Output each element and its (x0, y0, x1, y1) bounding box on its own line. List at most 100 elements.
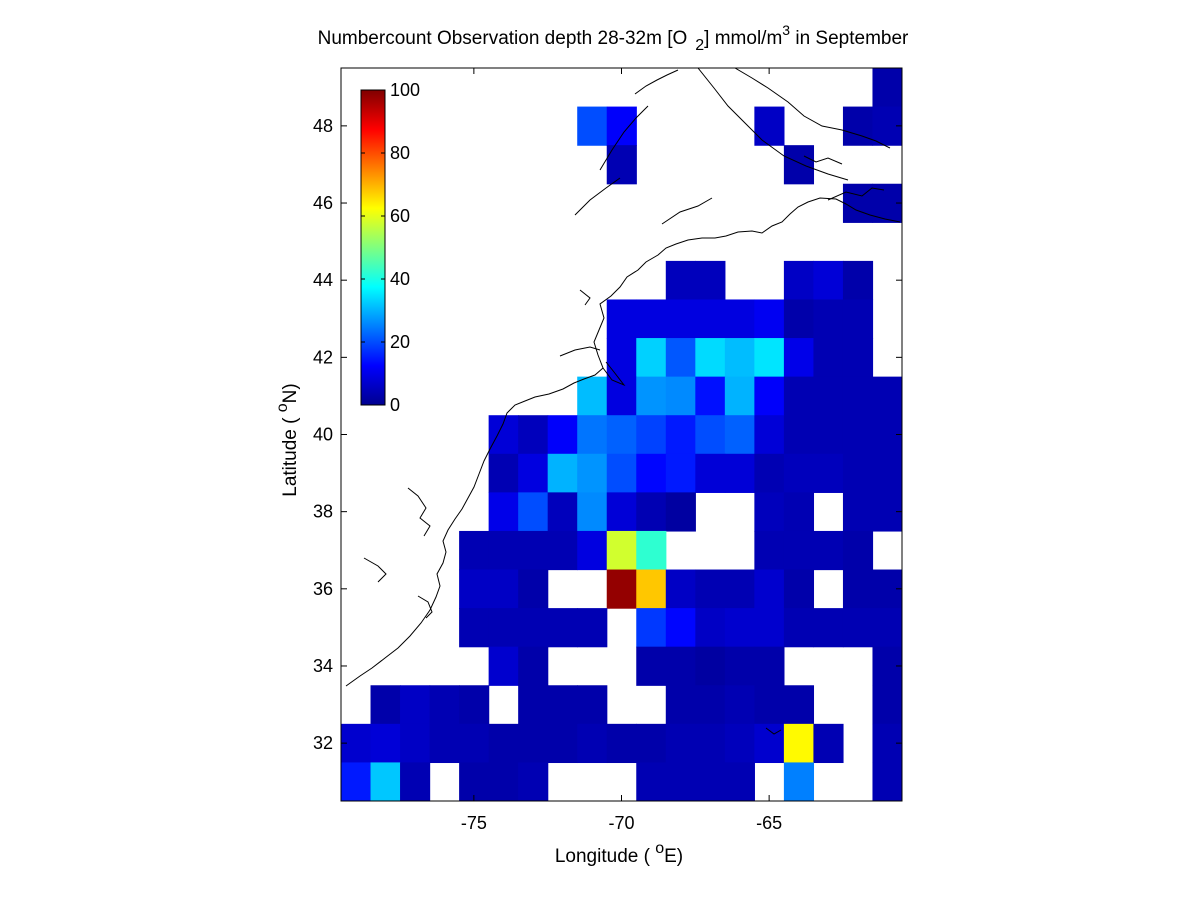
heatmap-cell (695, 415, 726, 455)
heatmap-cell (636, 762, 667, 801)
heatmap-cell (783, 338, 815, 378)
heatmap-cell (665, 299, 696, 339)
heatmap-cell (842, 492, 874, 532)
heatmap-cell (488, 608, 519, 648)
colorbar-tick-label: 80 (390, 143, 410, 163)
heatmap-cell (636, 453, 667, 493)
heatmap-cell (813, 260, 844, 301)
heatmap-cell (842, 569, 874, 609)
heatmap-cell (606, 723, 637, 764)
heatmap-cell (754, 299, 785, 339)
heatmap-cell (754, 338, 785, 378)
heatmap-cell (754, 492, 785, 532)
colorbar-tick-label: 20 (390, 332, 410, 352)
heatmap-cell (665, 569, 696, 609)
heatmap-cell (606, 145, 637, 185)
heatmap-cell (783, 608, 815, 648)
heatmap-cell (577, 685, 608, 725)
heatmap-cell (724, 685, 755, 725)
heatmap-cell (695, 376, 726, 416)
heatmap-cell (665, 415, 696, 455)
heatmap-cell (370, 685, 401, 725)
heatmap-cell (842, 106, 874, 146)
heatmap-cell (430, 801, 460, 840)
heatmap-cell (606, 415, 637, 455)
heatmap-cell (842, 260, 874, 301)
heatmap-cell (665, 685, 696, 725)
title-superscript: 3 (782, 22, 790, 38)
colorbar-tick-label: 0 (390, 395, 400, 415)
y-tick-label: 48 (313, 116, 333, 136)
heatmap-cell (577, 530, 608, 571)
y-tick-label: 38 (313, 502, 333, 522)
heatmap-cell (636, 569, 667, 609)
heatmap-cell (459, 569, 490, 609)
colorbar: 0 20 40 60 80 100 (360, 80, 420, 415)
heatmap-cell (695, 453, 726, 493)
heatmap-cell (813, 415, 844, 455)
heatmap-cell (695, 608, 726, 648)
heatmap-cell (665, 453, 696, 493)
heatmap-cell (754, 530, 785, 571)
heatmap-cell (518, 646, 549, 686)
heatmap-cell (872, 685, 902, 725)
heatmap-cell (724, 608, 755, 648)
heatmap-cell (518, 453, 549, 493)
heatmap-cell (429, 685, 460, 725)
heatmap-cell (813, 608, 844, 648)
y-tick-label: 36 (313, 579, 333, 599)
xlabel-degree: o (655, 840, 664, 857)
heatmap-cell (872, 608, 902, 648)
heatmap-cell (488, 723, 519, 764)
heatmap-cell (606, 338, 637, 378)
heatmap-cell (547, 608, 578, 648)
heatmap-cell (754, 106, 785, 146)
heatmap-cell (695, 762, 726, 801)
heatmap-cell (783, 569, 815, 609)
heatmap-cell (754, 685, 785, 725)
y-tick-label: 34 (313, 656, 333, 676)
heatmap-cell (842, 376, 874, 416)
heatmap-cell (429, 723, 460, 764)
heatmap-cell (783, 260, 815, 301)
heatmap-cell (783, 145, 815, 185)
heatmap-cell (724, 453, 755, 493)
heatmap-cell (783, 530, 815, 571)
heatmap-cell (665, 492, 696, 532)
heatmap-cell (695, 338, 726, 378)
heatmap-cell (842, 608, 874, 648)
y-tick-label: 42 (313, 347, 333, 367)
heatmap-cell (606, 299, 637, 339)
heatmap-cell (666, 801, 696, 840)
colorbar-tick-label: 100 (390, 80, 420, 100)
heatmap-cell (783, 492, 815, 532)
y-tick-label: 32 (313, 733, 333, 753)
heatmap-cell (813, 338, 844, 378)
title-main: Numbercount Observation depth 28-32m [O (318, 28, 688, 49)
heatmap-cell (872, 376, 902, 416)
heatmap-cell (547, 723, 578, 764)
heatmap-cell (783, 299, 815, 339)
heatmap-cell (400, 762, 431, 801)
heatmap-cell (872, 762, 902, 801)
colorbar-tick-label: 40 (390, 269, 410, 289)
xlabel-pre: Longitude ( (555, 846, 655, 867)
heatmap-cell (724, 646, 755, 686)
heatmap-cell (400, 723, 431, 764)
heatmap-cell (872, 453, 902, 493)
heatmap-cell (636, 608, 667, 648)
xlabel-post: E) (664, 846, 683, 867)
heatmap-cell (665, 762, 696, 801)
heatmap-cell (695, 723, 726, 764)
heatmap-cell (488, 492, 519, 532)
x-tick-label: -65 (756, 813, 782, 833)
heatmap-cell (370, 723, 401, 764)
heatmap-cell (400, 685, 431, 725)
heatmap-cell (518, 801, 548, 840)
y-tick-label: 40 (313, 425, 333, 445)
heatmap-cell (754, 453, 785, 493)
heatmap-cell (665, 723, 696, 764)
heatmap-cell (842, 183, 874, 223)
heatmap-cell (547, 685, 578, 725)
